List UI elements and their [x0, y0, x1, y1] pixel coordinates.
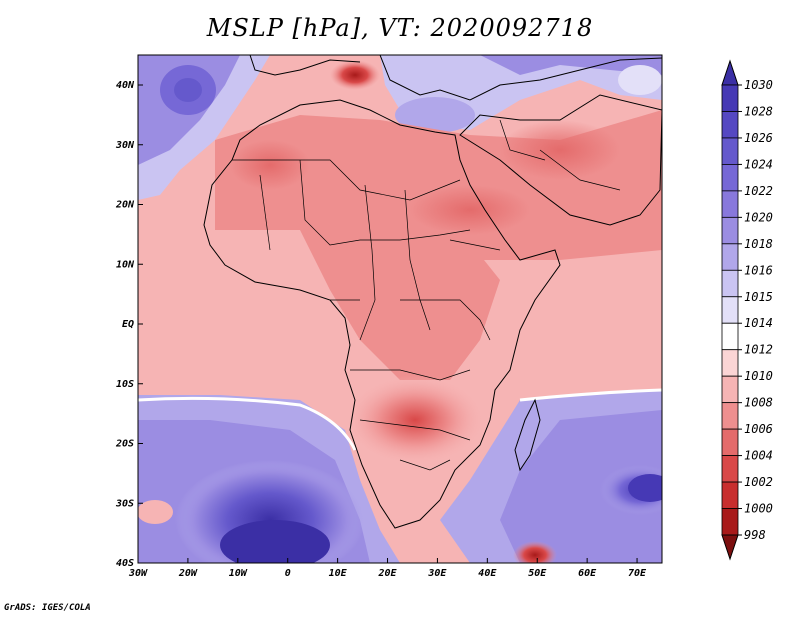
- lon-tick-label: 20E: [377, 568, 397, 579]
- lon-tick-label: 70E: [628, 568, 647, 579]
- colorbar-level-label: 1002: [744, 475, 773, 489]
- lon-tick-label: 50E: [528, 568, 547, 579]
- colorbar-box: [721, 137, 739, 165]
- colorbar-box: [721, 428, 739, 456]
- colorbar-box: [721, 243, 739, 271]
- colorbar-box: [721, 84, 739, 112]
- grads-credit: GrADS: IGES/COLA: [4, 603, 91, 613]
- colorbar-level-label: 1028: [744, 104, 773, 118]
- colorbar-level-label: 998: [744, 528, 766, 542]
- colorbar-box: [721, 402, 739, 430]
- colorbar-box: [721, 481, 739, 509]
- colorbar-box: [721, 455, 739, 483]
- colorbar-box: [721, 164, 739, 192]
- lat-tick-label: 30N: [115, 140, 135, 151]
- colorbar-level-label: 1004: [744, 449, 773, 463]
- colorbar-level-label: 1022: [744, 184, 773, 198]
- colorbar-level-label: 1016: [744, 263, 773, 277]
- colorbar-level-label: 1026: [744, 131, 773, 145]
- lon-tick-label: 40E: [478, 568, 497, 579]
- lon-tick-label: 0: [285, 568, 291, 579]
- colorbar-box: [721, 111, 739, 139]
- lon-tick-label: 20W: [178, 568, 198, 579]
- colorbar-level-label: 1020: [744, 210, 773, 224]
- lat-tick-label: 40S: [116, 558, 134, 569]
- lat-tick-label: 30S: [115, 498, 134, 509]
- colorbar-box: [721, 322, 739, 351]
- colorbar-level-label: 1010: [744, 369, 773, 383]
- colorbar-level-label: 1000: [744, 502, 773, 516]
- lat-tick-label: 10N: [116, 259, 135, 270]
- pressure-field: [138, 55, 662, 563]
- lat-tick-label: 10S: [116, 379, 134, 390]
- colorbar-level-label: 1024: [744, 157, 773, 171]
- colorbar-box: [721, 508, 739, 536]
- colorbar-box: [721, 296, 739, 324]
- colorbar-level-label: 1015: [744, 290, 773, 304]
- colorbar: 1030 1028 1026 1024 1022 1020 1018 1016 1015 1014…: [721, 59, 773, 561]
- plot-frame: [137, 54, 663, 564]
- lon-tick-label: 10E: [329, 568, 348, 579]
- colorbar-box: [721, 190, 739, 218]
- lat-tick-label: 20S: [115, 439, 134, 450]
- lat-tick-label: 20N: [115, 200, 135, 211]
- colorbar-box: [721, 216, 739, 245]
- coastlines: [203, 55, 662, 529]
- colorbar-level-label: 1008: [744, 396, 773, 410]
- lat-tick-label: EQ: [122, 319, 134, 330]
- lon-tick-label: 30W: [128, 568, 148, 579]
- colorbar-level-label: 1018: [744, 237, 773, 251]
- lat-tick-label: 40N: [116, 80, 135, 91]
- colorbar-box: [721, 269, 739, 298]
- colorbar-level-label: 1006: [744, 422, 773, 436]
- colorbar-level-label: 1012: [744, 343, 773, 357]
- lon-tick-label: 10W: [229, 568, 248, 579]
- colorbar-top-arrow: [721, 59, 739, 86]
- lon-tick-label: 60E: [578, 568, 597, 579]
- lon-tick-label: 30E: [427, 568, 447, 579]
- latitude-axis: 40N 30N 20N 10N EQ 10S 20S 30S 40S: [115, 80, 143, 569]
- colorbar-box: [721, 349, 739, 377]
- colorbar-box: [721, 375, 739, 404]
- country-borders: [232, 119, 621, 471]
- figure-title: MSLP [hPa], VT: 2020092718: [206, 14, 594, 42]
- longitude-axis: 30W 20W 10W 0 10E 20E 30E 40E 50E 60E 70E: [128, 558, 647, 579]
- colorbar-level-label: 1014: [744, 316, 773, 330]
- colorbar-bottom-arrow: [721, 534, 739, 561]
- colorbar-level-label: 1030: [744, 78, 773, 92]
